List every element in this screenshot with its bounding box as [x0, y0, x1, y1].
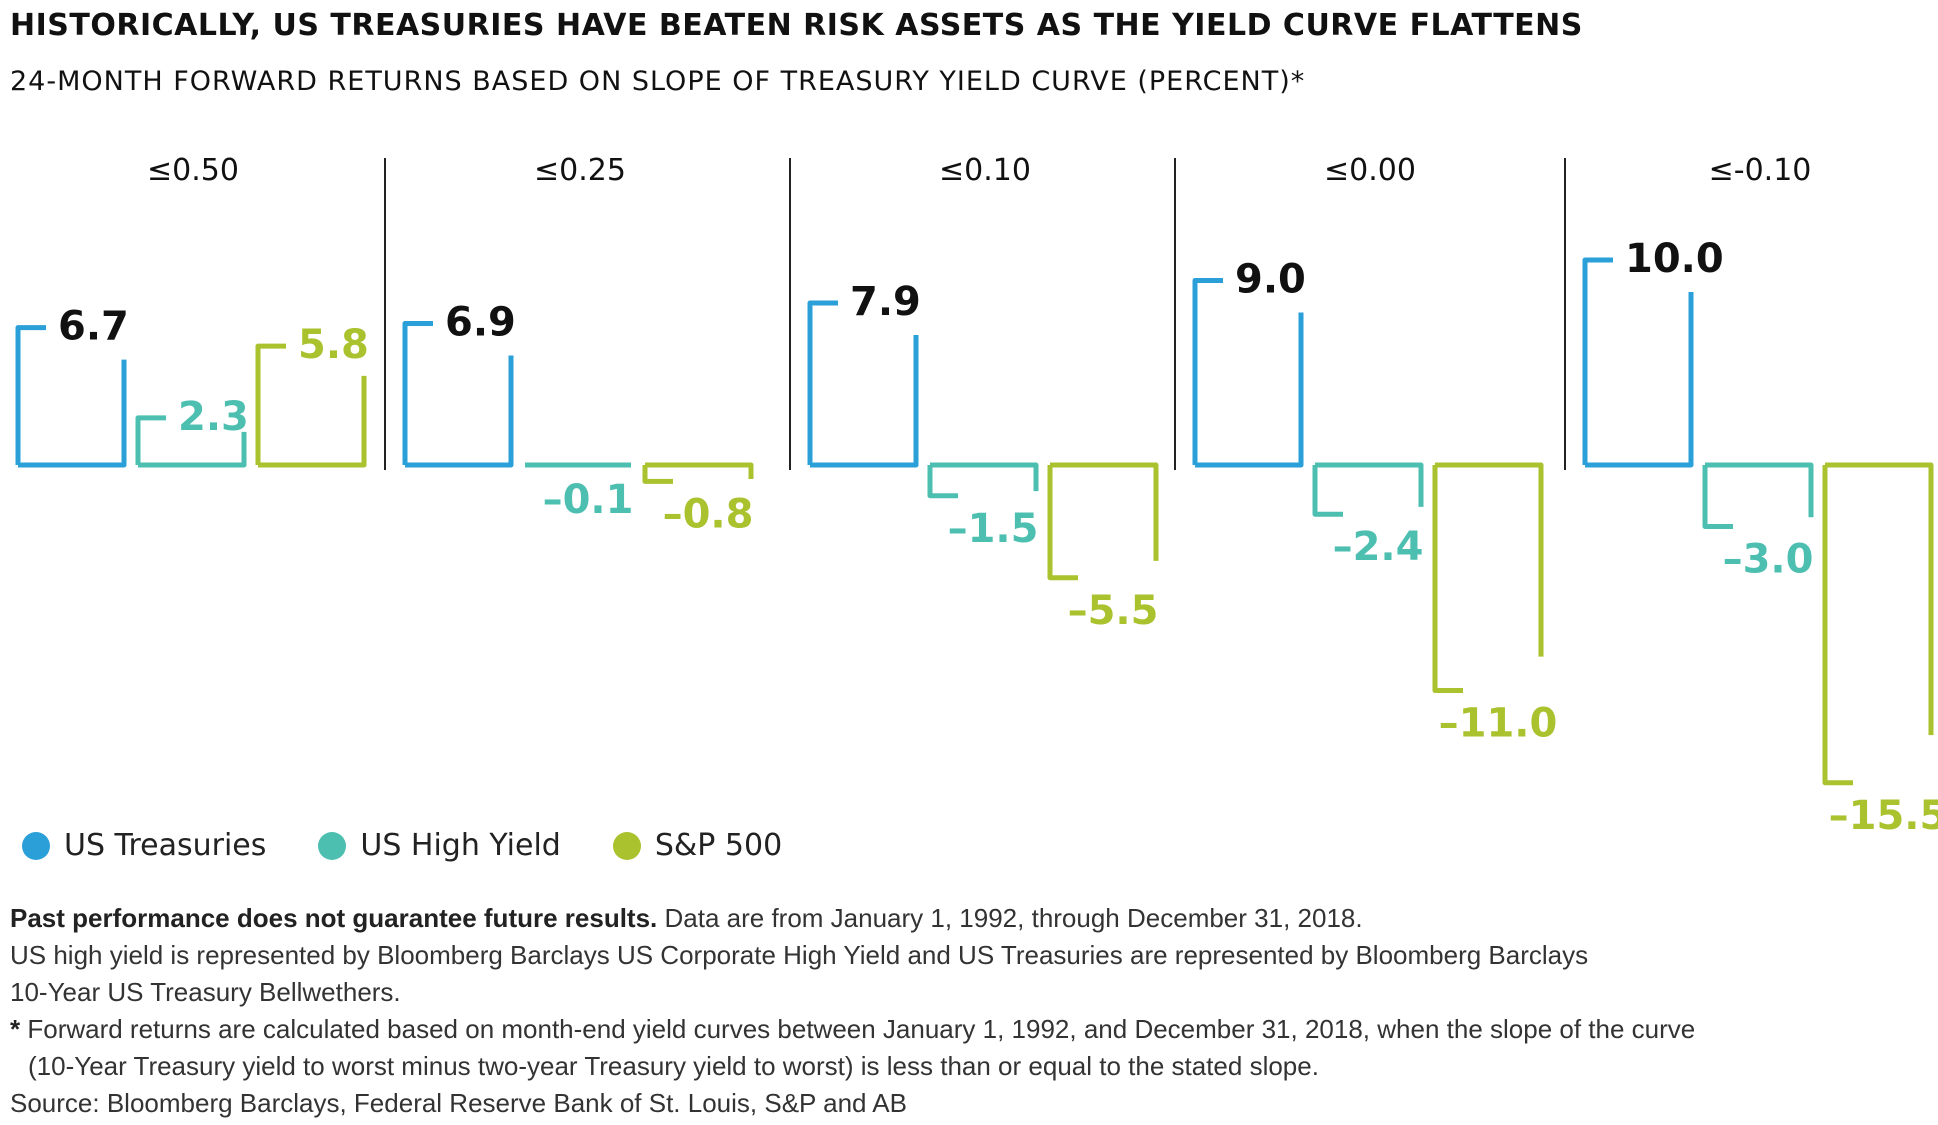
legend-label-sp500: S&P 500 [654, 828, 783, 863]
bar-value-label: –1.5 [948, 506, 1039, 552]
disclaimer-bold: Past performance does not guarantee futu… [10, 903, 658, 933]
legend-item-us-treasuries: US Treasuries [22, 828, 266, 863]
legend-item-sp500: S&P 500 [612, 828, 783, 863]
legend-swatch-us-treasuries [22, 831, 50, 860]
source-line: Source: Bloomberg Barclays, Federal Rese… [10, 1088, 907, 1118]
category-label: ≤-0.10 [1709, 153, 1812, 188]
bar-value-label: 6.7 [58, 304, 129, 350]
bar-value-label: –11.0 [1439, 701, 1558, 747]
category-label: ≤0.25 [534, 153, 626, 188]
legend-label-us-high-yield: US High Yield [360, 828, 561, 863]
category-label: ≤0.10 [939, 153, 1031, 188]
note-date-range: Data are from January 1, 1992, through D… [657, 903, 1363, 933]
bar-value-label: 7.9 [850, 279, 921, 325]
bar-chart: ≤0.50 ≤0.25 ≤0.10 ≤0.00 ≤-0.10 6.7 6.9 7.9 9.0 10… [15, 153, 1938, 839]
bar-us-high-yield [927, 462, 1039, 499]
bar-us-high-yield [135, 415, 247, 468]
legend-item-us-high-yield: US High Yield [318, 828, 561, 863]
note-line-3: 10-Year US Treasury Bellwethers. [10, 977, 401, 1007]
bar-value-label: 2.3 [178, 394, 249, 440]
footnote-line-1: * Forward returns are calculated based o… [10, 1011, 1920, 1048]
footnote-marker: * [10, 1014, 21, 1044]
category-label: ≤0.50 [147, 153, 239, 188]
bar-s-p-500 [255, 343, 367, 468]
legend: US Treasuries US High Yield S&P 500 [22, 828, 834, 863]
bar-value-label: –15.5 [1829, 793, 1938, 839]
legend-swatch-us-high-yield [318, 831, 347, 860]
chart-title: HISTORICALLY, US TREASURIES HAVE BEATEN … [10, 8, 1583, 43]
bar-us-treasuries [15, 325, 127, 468]
note-line-2: US high yield is represented by Bloomber… [10, 940, 1589, 970]
chart-subtitle: 24-MONTH FORWARD RETURNS BASED ON SLOPE … [10, 66, 1306, 97]
footnote-line-2: (10-Year Treasury yield to worst minus t… [28, 1051, 1319, 1081]
bar-s-p-500 [1432, 462, 1544, 693]
bar-value-label: 9.0 [1235, 257, 1306, 303]
bar-value-label: 5.8 [298, 322, 369, 368]
bar-value-label: –3.0 [1723, 537, 1814, 583]
bar-us-treasuries [1192, 278, 1304, 468]
bar-value-label: –2.4 [1333, 524, 1424, 570]
bar-value-label: 10.0 [1625, 236, 1724, 282]
bar-value-label: 6.9 [445, 300, 516, 346]
bar-value-label: –0.8 [663, 491, 754, 537]
bar-s-p-500 [1822, 462, 1934, 786]
legend-swatch-sp500 [612, 831, 641, 860]
legend-label-us-treasuries: US Treasuries [64, 828, 267, 863]
bar-us-treasuries [402, 321, 514, 468]
note-line-1: Past performance does not guarantee futu… [10, 900, 1920, 937]
category-label: ≤0.00 [1324, 153, 1416, 188]
bar-us-high-yield [1312, 462, 1424, 517]
bar-us-high-yield [1702, 462, 1814, 529]
bar-s-p-500 [642, 462, 754, 484]
bar-value-label: –0.1 [543, 477, 634, 523]
bar-s-p-500 [1047, 462, 1159, 581]
bar-value-label: –5.5 [1068, 588, 1159, 634]
footnote-text-1: Forward returns are calculated based on … [20, 1014, 1696, 1044]
chart-notes: Past performance does not guarantee futu… [10, 900, 1920, 1122]
bar-us-treasuries [807, 300, 919, 468]
bar-us-treasuries [1582, 257, 1694, 468]
